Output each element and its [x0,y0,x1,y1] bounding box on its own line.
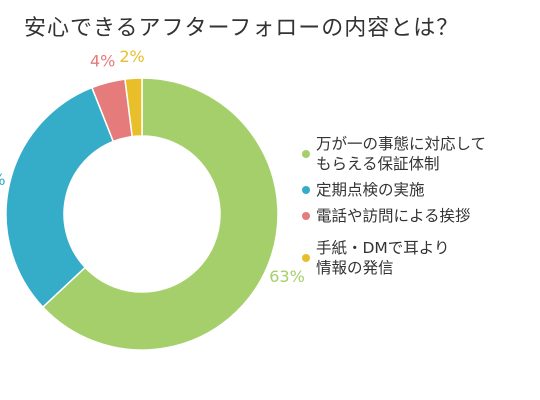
legend-item-greeting: 電話や訪問による挨拶 [302,206,534,226]
donut-slices [5,77,279,351]
legend-marker-greeting [302,212,310,220]
legend-label-greeting: 電話や訪問による挨拶 [316,207,471,225]
legend-label-inspection: 定期点検の実施 [316,181,425,199]
data-label-inspection: 31% [0,170,6,189]
legend-label-guarantee: 万が一の事態に対応して もらえる保証体制 [316,135,487,173]
chart-title: 安心できるアフターフォローの内容とは？ [24,16,460,41]
legend-item-inspection: 定期点検の実施 [302,180,534,200]
legend: 万が一の事態に対応して もらえる保証体制 定期点検の実施 電話や訪問による挨拶 … [302,134,534,278]
legend-item-guarantee: 万が一の事態に対応して もらえる保証体制 [302,134,534,174]
legend-label-newsletter: 手紙・DMで耳より 情報の発信 [316,239,450,277]
legend-marker-inspection [302,186,310,194]
legend-item-newsletter: 手紙・DMで耳より 情報の発信 [302,238,534,278]
slice-newsletter [124,77,143,138]
slice-guarantee [41,77,279,351]
data-labels: 63% 31% 4%2% [0,47,305,286]
data-label-newsletter: 2% [119,47,144,66]
data-label-greeting: 4% [90,51,115,70]
slice-inspection [5,86,115,309]
legend-marker-guarantee [302,150,310,158]
legend-marker-newsletter [302,254,310,262]
data-label-guarantee: 63% [269,267,305,286]
